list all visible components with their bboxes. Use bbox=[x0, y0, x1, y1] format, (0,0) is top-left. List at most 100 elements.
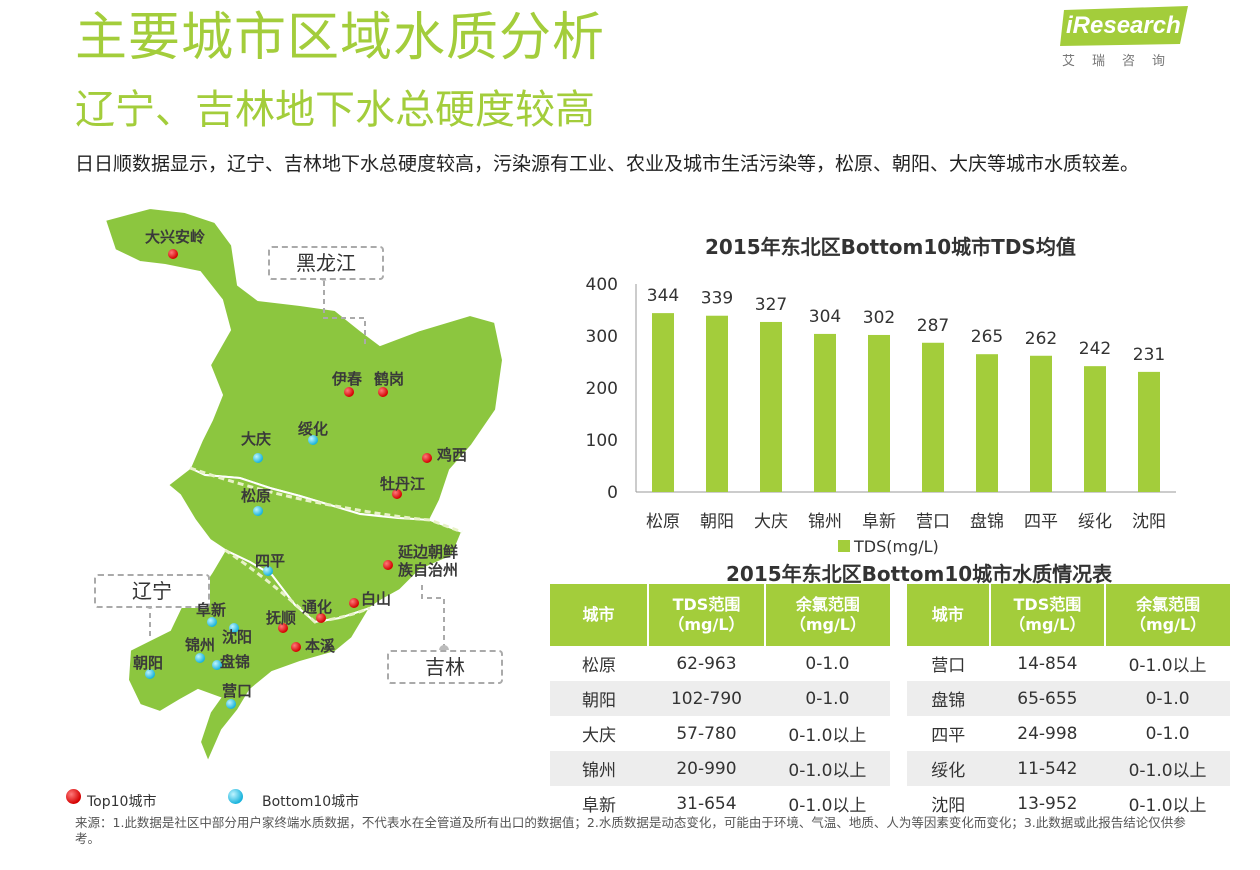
table-cell: 0-1.0 bbox=[805, 653, 850, 674]
data-label: 344 bbox=[647, 286, 679, 306]
city-label: 延边朝鲜族自治州 bbox=[398, 543, 459, 579]
top10-legend-marker bbox=[66, 789, 81, 804]
table-cell: 0-1.0以上 bbox=[788, 796, 867, 816]
column-header: 余氯范围 （mg/L） bbox=[764, 584, 890, 646]
table-cell: 盘锦 bbox=[907, 681, 990, 716]
city-marker-bottom10 bbox=[253, 506, 263, 516]
city-marker-bottom10 bbox=[229, 623, 239, 633]
city-marker-top10 bbox=[316, 613, 326, 623]
x-tick-label: 绥化 bbox=[1078, 512, 1112, 532]
table-cell: 营口 bbox=[931, 656, 966, 676]
bar-四平 bbox=[1030, 355, 1052, 492]
city-label: 沈阳 bbox=[222, 628, 253, 646]
table-cell: 65-655 bbox=[989, 681, 1106, 716]
x-tick-label: 朝阳 bbox=[700, 512, 734, 532]
table-row: 朝阳 102-790 0-1.0 bbox=[550, 681, 890, 716]
x-tick-label: 松原 bbox=[646, 512, 680, 532]
city-marker-bottom10 bbox=[263, 566, 273, 576]
water-quality-table-left: 城市 TDS范围 （mg/L） 余氯范围 （mg/L） 松原 62-963 0-1.0 朝阳… bbox=[550, 584, 890, 821]
data-label: 231 bbox=[1133, 345, 1165, 365]
city-label: 抚顺 bbox=[266, 609, 297, 627]
city-marker-bottom10 bbox=[195, 653, 205, 663]
table-cell: 11-542 bbox=[989, 751, 1106, 786]
city-label: 阜新 bbox=[196, 601, 227, 619]
table-row: 阜新 31-654 0-1.0以上 bbox=[550, 786, 890, 821]
table-row: 四平 24-998 0-1.0 bbox=[907, 716, 1230, 751]
table-header-row: 城市 TDS范围 （mg/L） 余氯范围 （mg/L） bbox=[907, 584, 1230, 646]
logo-badge bbox=[1060, 6, 1188, 46]
city-label: 伊春 bbox=[332, 370, 363, 388]
city-label: 通化 bbox=[302, 598, 333, 616]
source-note: 来源：1.此数据是社区中部分用户家终端水质数据，不代表水在全管道及所有出口的数据… bbox=[75, 815, 1186, 846]
city-label: 白山 bbox=[361, 590, 392, 608]
table-cell: 沈阳 bbox=[931, 796, 966, 816]
city-label: 绥化 bbox=[298, 420, 329, 438]
x-tick-label: 阜新 bbox=[862, 512, 896, 532]
callout-liaoning: 辽宁 bbox=[94, 574, 210, 608]
top10-legend-label: Top10城市 bbox=[87, 794, 157, 810]
table-cell: 0-1.0以上 bbox=[1128, 796, 1207, 816]
page-title: 主要城市区域水质分析 bbox=[75, 8, 606, 68]
city-marker-bottom10 bbox=[308, 435, 318, 445]
x-tick-label: 营口 bbox=[916, 512, 950, 532]
chart-title: 2015年东北区Bottom10城市TDS均值 bbox=[705, 235, 1076, 259]
table-cell: 0-1.0以上 bbox=[1105, 751, 1230, 786]
bar-大庆 bbox=[760, 321, 782, 492]
bar-沈阳 bbox=[1138, 371, 1160, 492]
table-title: 2015年东北区Bottom10城市水质情况表 bbox=[726, 562, 1113, 586]
bar-绥化 bbox=[1084, 366, 1106, 492]
data-label: 302 bbox=[863, 308, 895, 328]
city-label: 营口 bbox=[222, 682, 253, 700]
table-cell: 20-990 bbox=[648, 751, 765, 786]
city-label: 锦州 bbox=[185, 636, 216, 654]
data-label: 327 bbox=[755, 295, 787, 315]
city-label: 松原 bbox=[241, 487, 272, 505]
x-tick-label: 大庆 bbox=[754, 512, 788, 532]
city-marker-bottom10 bbox=[253, 453, 263, 463]
legend-label: TDS(mg/L) bbox=[853, 537, 939, 556]
x-tick-label: 盘锦 bbox=[970, 512, 1004, 532]
table-cell: 0-1.0 bbox=[1145, 723, 1190, 744]
bar-盘锦 bbox=[976, 354, 998, 492]
table-cell: 14-854 bbox=[1017, 653, 1078, 674]
table-cell: 四平 bbox=[931, 726, 966, 746]
column-header: TDS范围 （mg/L） bbox=[989, 584, 1107, 646]
table-cell: 62-963 bbox=[676, 653, 737, 674]
y-tick-label: 0 bbox=[607, 483, 618, 503]
city-marker-top10 bbox=[422, 453, 432, 463]
legend-swatch bbox=[838, 540, 850, 552]
y-tick-label: 300 bbox=[586, 327, 618, 347]
table-cell: 13-952 bbox=[1017, 793, 1078, 814]
city-label: 牡丹江 bbox=[380, 475, 426, 493]
x-tick-label: 四平 bbox=[1024, 512, 1058, 532]
table-cell: 0-1.0以上 bbox=[764, 751, 890, 786]
jilin-region bbox=[166, 466, 464, 624]
bar-阜新 bbox=[868, 334, 890, 492]
city-label: 本溪 bbox=[305, 637, 336, 655]
table-header-row: 城市 TDS范围 （mg/L） 余氯范围 （mg/L） bbox=[550, 584, 890, 646]
city-label: 大庆 bbox=[241, 430, 272, 448]
intro-text: 日日顺数据显示，辽宁、吉林地下水总硬度较高，污染源有工业、农业及城市生活污染等，… bbox=[75, 153, 1140, 175]
city-label: 鸡西 bbox=[437, 446, 468, 464]
page-subtitle: 辽宁、吉林地下水总硬度较高 bbox=[75, 87, 595, 133]
table-cell: 松原 bbox=[582, 656, 617, 676]
city-marker-top10 bbox=[344, 387, 354, 397]
city-label: 四平 bbox=[255, 552, 286, 570]
bar-营口 bbox=[922, 342, 944, 492]
table-cell: 0-1.0以上 bbox=[1128, 656, 1207, 676]
table-row: 绥化 11-542 0-1.0以上 bbox=[907, 751, 1230, 786]
table-cell: 102-790 bbox=[648, 681, 765, 716]
table-cell: 0-1.0 bbox=[764, 681, 890, 716]
city-marker-top10 bbox=[378, 387, 388, 397]
x-tick-label: 锦州 bbox=[808, 512, 842, 532]
column-header: 城市 bbox=[550, 584, 650, 646]
city-label: 朝阳 bbox=[133, 654, 164, 672]
table-row: 盘锦 65-655 0-1.0 bbox=[907, 681, 1230, 716]
data-label: 287 bbox=[917, 316, 949, 336]
city-marker-top10 bbox=[392, 489, 402, 499]
column-header: TDS范围 （mg/L） bbox=[648, 584, 766, 646]
table-cell: 0-1.0 bbox=[1105, 681, 1230, 716]
tds-bar-chart: 0 100 200 300 400 344 松原 339 朝阳 327 大庆 304 锦州 302 阜新 28… bbox=[586, 275, 1176, 556]
water-quality-table-right: 城市 TDS范围 （mg/L） 余氯范围 （mg/L） 营口 14-854 0-1.0以上… bbox=[907, 584, 1230, 821]
city-label: 大兴安岭 bbox=[145, 228, 206, 246]
